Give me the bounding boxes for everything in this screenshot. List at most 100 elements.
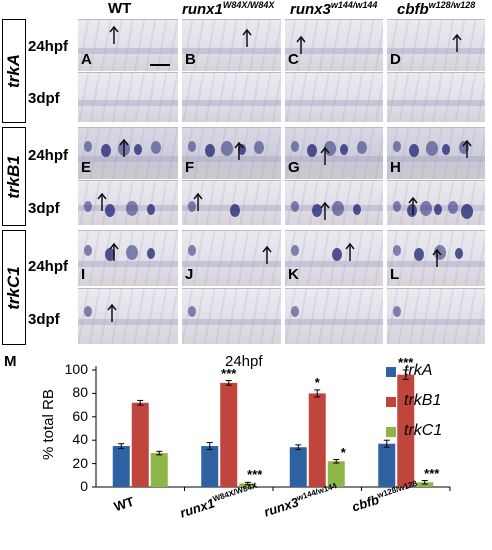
arrow-icon xyxy=(462,139,472,158)
stage-label-trkb1-24hpf: 24hpf xyxy=(28,147,69,164)
arrow-icon xyxy=(242,28,252,47)
stained-cell xyxy=(254,140,265,154)
micrograph-panel xyxy=(285,72,383,122)
notochord-band xyxy=(387,156,485,162)
stained-cell xyxy=(134,143,143,155)
bar-trkb1 xyxy=(131,402,149,487)
notochord-band xyxy=(182,100,281,106)
stained-cell xyxy=(434,203,442,215)
notochord-band xyxy=(285,319,383,325)
column-header-runx1-genotype: W84X/W84X xyxy=(222,0,275,10)
notochord-band xyxy=(78,261,178,267)
stained-cell xyxy=(393,305,401,317)
y-tick-label: 20 xyxy=(72,454,88,471)
bar-trka xyxy=(201,446,219,487)
significance-label: *** xyxy=(424,465,440,481)
column-header-cbfb: cbfbw128/w128 xyxy=(397,0,475,18)
x-label-cbfb: cbfbw128/w128 xyxy=(350,479,420,515)
notochord-band xyxy=(285,100,383,106)
arrow-icon xyxy=(452,33,462,52)
gene-label-trkb1: trkB1 xyxy=(2,127,26,226)
gene-label-trkb1-text: trkB1 xyxy=(4,154,23,199)
notochord-band xyxy=(78,48,178,54)
panel-letter: A xyxy=(81,51,92,68)
notochord-band xyxy=(285,156,383,162)
tissue-texture xyxy=(285,289,383,344)
panel-letter: I xyxy=(81,266,86,283)
stained-cell xyxy=(307,143,318,157)
micrograph-panel xyxy=(387,180,485,225)
tissue-texture xyxy=(387,289,485,344)
scale-bar xyxy=(150,64,170,66)
micrograph-panel: A xyxy=(78,19,178,71)
micrograph-panel: E xyxy=(78,127,178,179)
stained-cell xyxy=(352,203,361,215)
stained-cell xyxy=(393,140,401,152)
stained-cell xyxy=(458,140,469,154)
bar-trka xyxy=(112,446,130,487)
stained-cell xyxy=(332,200,344,216)
stained-cell xyxy=(409,143,420,157)
stained-cell xyxy=(84,200,92,212)
micrograph-panel: F xyxy=(182,127,281,179)
panel-letter: E xyxy=(81,159,92,176)
column-header-wt: WT xyxy=(108,0,131,17)
arrow-icon xyxy=(119,138,129,157)
significance-label: *** xyxy=(398,355,414,370)
tissue-texture xyxy=(78,289,178,344)
column-header-cbfb-label: cbfb xyxy=(397,1,429,18)
x-label-runx3: runx3w144/w144 xyxy=(262,481,340,519)
tissue-texture xyxy=(387,73,485,122)
legend-label-trka: trkA xyxy=(404,362,433,379)
stained-cell xyxy=(340,143,349,155)
notochord-band xyxy=(182,261,281,267)
notochord-band xyxy=(182,319,281,325)
stained-cell xyxy=(425,140,438,156)
arrow-icon xyxy=(432,248,442,267)
stained-cell xyxy=(126,200,138,216)
stained-cell xyxy=(291,200,299,212)
chart-title: 24hpf xyxy=(225,353,263,370)
notochord-band xyxy=(78,319,178,325)
stained-cell xyxy=(461,203,474,219)
stained-cell xyxy=(393,244,401,256)
panel-label-m: M xyxy=(4,353,17,370)
tissue-texture xyxy=(182,231,281,286)
x-label-runx1: runx1W84X/W84X xyxy=(178,481,260,521)
tissue-texture xyxy=(387,20,485,71)
column-header-runx1: runx1W84X/W84X xyxy=(182,0,274,18)
stained-cell xyxy=(291,140,299,152)
gene-label-trka-text: trkA xyxy=(4,53,23,89)
x-label-runx1-text: runx1 xyxy=(178,495,217,521)
tissue-texture xyxy=(387,181,485,225)
tissue-texture xyxy=(78,20,178,71)
stained-cell xyxy=(100,143,111,157)
stained-cell xyxy=(188,305,196,317)
column-header-runx3: runx3w144/w144 xyxy=(290,0,377,18)
micrograph-panel: H xyxy=(387,127,485,179)
micrograph-panel xyxy=(78,180,178,225)
stained-cell xyxy=(311,203,322,217)
arrow-icon xyxy=(97,192,107,211)
stained-cell xyxy=(151,140,162,154)
stage-label-trkc1-3dpf: 3dpf xyxy=(28,311,60,328)
stained-cell xyxy=(105,203,115,217)
micrograph-panel: J xyxy=(182,230,281,286)
stained-cell xyxy=(406,203,417,217)
legend-swatch-trkc1 xyxy=(386,427,396,437)
stained-cell xyxy=(84,244,92,256)
stained-cell xyxy=(204,143,215,157)
micrograph-panel: D xyxy=(387,19,485,71)
panel-letter: C xyxy=(288,51,299,68)
arrow-icon xyxy=(320,201,330,220)
micrograph-panel xyxy=(387,72,485,122)
stained-cell xyxy=(221,140,234,156)
stained-cell xyxy=(447,200,458,214)
micrograph-panel xyxy=(182,288,281,344)
notochord-band xyxy=(78,156,178,162)
stained-cell xyxy=(356,140,367,154)
stained-cell xyxy=(291,305,299,317)
panel-letter: K xyxy=(288,266,299,283)
significance-label: *** xyxy=(221,365,237,381)
column-header-runx3-genotype: w144/w144 xyxy=(330,0,378,10)
